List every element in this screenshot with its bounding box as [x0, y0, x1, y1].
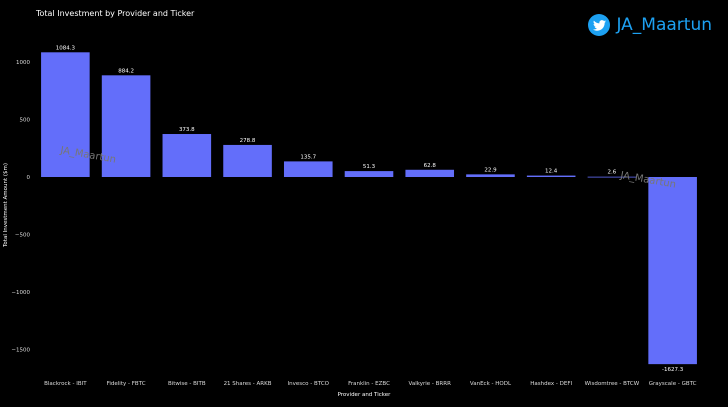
- x-tick-label: Invesco - BTCO: [288, 381, 330, 387]
- x-tick-label: Blackrock - IBIT: [44, 381, 87, 387]
- bar: [283, 161, 333, 177]
- bar-value-label: 1084.3: [56, 45, 76, 51]
- bar-value-labels: 1084.3 884.2 373.8 278.8 135.7 51.3 62.8 22.9 12…: [56, 45, 684, 373]
- bar-value-label: 22.9: [484, 167, 497, 173]
- x-axis-title: Provider and Ticker: [338, 392, 392, 398]
- bar: [101, 75, 151, 177]
- y-tick-label: 0: [27, 175, 31, 181]
- x-tick-label: Fidelity - FBTC: [107, 381, 146, 387]
- x-tick-label: Hashdex - DEFI: [530, 381, 572, 387]
- bar: [223, 144, 272, 177]
- bar-value-label: 278.8: [240, 138, 256, 144]
- bar: [648, 177, 697, 365]
- x-tick-label: 21 Shares - ARKB: [224, 381, 272, 387]
- bar-value-label: 2.6: [608, 170, 617, 176]
- y-axis-ticks: 1000 500 0 −500 −1000 −1500: [11, 60, 30, 354]
- x-tick-label: Franklin - EZBC: [348, 381, 390, 387]
- chart-title: Total Investment by Provider and Ticker: [36, 9, 195, 18]
- bars: [41, 52, 697, 365]
- bar: [41, 52, 90, 178]
- bar: [405, 169, 455, 177]
- bar-value-label: 373.8: [179, 127, 195, 133]
- x-axis-ticks: Blackrock - IBIT Fidelity - FBTC Bitwise -…: [44, 381, 697, 387]
- x-tick-label: Valkyrie - BRRR: [409, 381, 452, 387]
- bar: [344, 171, 394, 177]
- brand-handle: JA_Maartun: [588, 14, 712, 36]
- bar-value-label: 135.7: [300, 154, 316, 160]
- x-tick-label: Grayscale - GBTC: [649, 381, 697, 387]
- bar-value-label: 884.2: [118, 68, 134, 74]
- y-tick-label: −1000: [11, 290, 30, 296]
- bar-value-label: 62.8: [424, 163, 437, 169]
- twitter-handle: JA_Maartun: [616, 15, 712, 35]
- bar: [526, 175, 576, 177]
- bar: [466, 174, 515, 177]
- bar-value-label: 12.4: [545, 169, 558, 175]
- bar-value-label: -1627.3: [662, 367, 684, 373]
- y-tick-label: −1500: [11, 348, 30, 354]
- y-tick-label: 1000: [16, 60, 30, 66]
- watermark-text-right: JA_Maartun: [618, 170, 676, 191]
- y-axis-title: Total Investment Amount ($m): [3, 163, 9, 248]
- x-tick-label: Wisdomtree - BTCW: [585, 381, 640, 387]
- bar-value-label: 51.3: [363, 164, 376, 170]
- twitter-bird-icon: [588, 14, 611, 36]
- bar: [162, 134, 212, 177]
- y-tick-label: −500: [15, 233, 31, 239]
- y-tick-label: 500: [20, 118, 31, 124]
- bar: [587, 176, 637, 178]
- x-tick-label: VanEck - HODL: [470, 381, 512, 387]
- x-tick-label: Bitwise - BITB: [168, 381, 206, 387]
